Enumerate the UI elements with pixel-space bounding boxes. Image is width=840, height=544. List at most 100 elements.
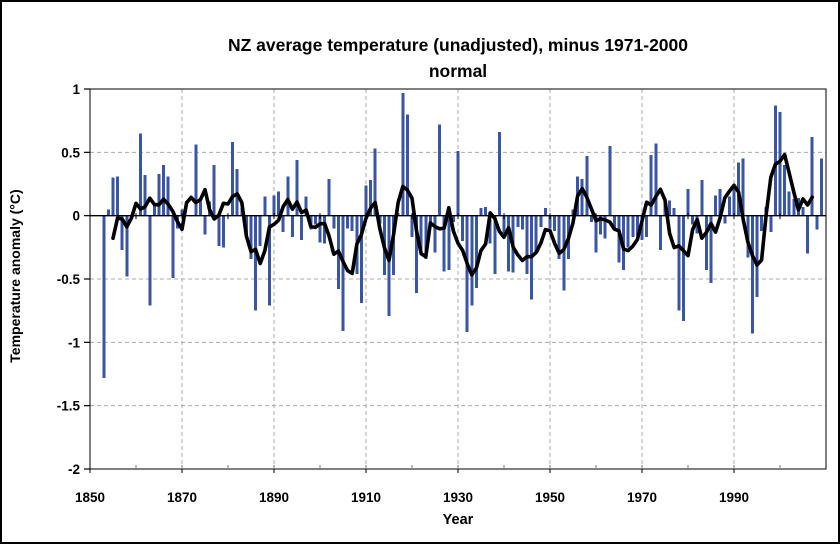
anomaly-bar: [415, 215, 419, 293]
anomaly-bar: [162, 165, 166, 216]
anomaly-bar: [203, 215, 207, 235]
anomaly-bar: [212, 165, 216, 216]
anomaly-bar: [323, 215, 327, 244]
y-tick-label: -0.5: [57, 272, 81, 287]
anomaly-bar: [727, 196, 731, 216]
chart-title-line1: NZ average temperature (unadjusted), min…: [227, 35, 689, 55]
anomaly-bar: [410, 215, 414, 238]
anomaly-bar: [783, 165, 787, 216]
anomaly-bar: [451, 215, 455, 222]
anomaly-bar: [603, 215, 607, 239]
anomaly-bar: [806, 215, 810, 254]
x-axis-ticks: 1850 1870 1890 1910 1930 1950 1970 1990: [75, 469, 749, 505]
anomaly-bar: [313, 215, 317, 225]
anomaly-bar: [691, 215, 695, 225]
anomaly-bar: [120, 215, 124, 250]
anomaly-bar: [819, 158, 823, 216]
anomaly-bar: [359, 215, 363, 304]
anomaly-bar: [419, 215, 423, 254]
anomaly-bar: [668, 200, 672, 216]
x-tick-label: 1850: [75, 490, 105, 505]
y-tick-label: 1: [72, 82, 80, 97]
anomaly-bar: [704, 215, 708, 271]
anomaly-bar: [534, 215, 538, 254]
x-axis-label: Year: [442, 512, 474, 528]
anomaly-bar: [341, 215, 345, 331]
anomaly-bar: [608, 146, 612, 216]
anomaly-bar: [732, 185, 736, 216]
anomaly-bar: [180, 209, 184, 216]
anomaly-bar: [217, 215, 221, 247]
y-tick-label: -1: [68, 335, 80, 350]
anomaly-bar: [456, 151, 460, 216]
anomaly-bar: [686, 189, 690, 216]
anomaly-bar: [267, 215, 271, 306]
anomaly-bar: [369, 180, 373, 216]
smoothed-line: [111, 152, 814, 277]
anomaly-bar: [750, 215, 754, 334]
x-tick-label: 1910: [351, 490, 381, 505]
anomaly-bar: [543, 208, 547, 216]
anomaly-bar: [723, 215, 727, 224]
anomaly-bar: [392, 215, 396, 276]
anomaly-bar: [594, 215, 598, 253]
x-tick-label: 1870: [167, 490, 197, 505]
anomaly-bar: [428, 215, 432, 226]
chart-title: NZ average temperature (unadjusted), min…: [90, 32, 826, 84]
anomaly-bar: [332, 215, 336, 229]
anomaly-bar: [493, 215, 497, 274]
anomaly-bar: [525, 215, 529, 274]
anomaly-bar: [465, 215, 469, 333]
anomaly-bar: [617, 215, 621, 263]
anomaly-bar: [152, 203, 156, 216]
anomaly-bar: [290, 215, 294, 238]
anomaly-bar: [148, 215, 152, 306]
anomaly-bar: [479, 208, 483, 216]
x-tick-label: 1890: [259, 490, 289, 505]
anomaly-bar: [295, 159, 299, 216]
anomaly-bar: [626, 215, 630, 248]
anomaly-bar: [709, 215, 713, 283]
anomaly-bar: [672, 208, 676, 216]
anomaly-bar: [773, 105, 777, 216]
anomaly-bar: [760, 215, 764, 231]
anomaly-bar: [562, 215, 566, 291]
anomaly-bar: [263, 196, 267, 216]
anomaly-bar: [755, 215, 759, 297]
x-tick-label: 1990: [719, 490, 749, 505]
anomaly-bar: [139, 133, 143, 216]
y-tick-label: 0: [72, 209, 80, 224]
anomaly-bar: [438, 124, 442, 216]
anomaly-bar: [658, 215, 662, 250]
anomaly-bar: [166, 176, 170, 216]
anomaly-bar: [111, 177, 115, 216]
anomaly-bar: [520, 215, 524, 230]
anomaly-bar: [810, 137, 814, 216]
anomaly-bar: [815, 215, 819, 230]
anomaly-bar: [589, 215, 593, 222]
anomaly-bar: [769, 215, 773, 233]
anomaly-bar: [157, 173, 161, 216]
anomaly-bar: [387, 215, 391, 316]
anomaly-bar: [801, 206, 805, 216]
anomaly-bar: [350, 215, 354, 231]
anomaly-bar: [681, 215, 685, 321]
anomaly-bar: [470, 215, 474, 306]
anomaly-bar: [249, 215, 253, 259]
anomaly-bar: [194, 144, 198, 216]
anomaly-bar: [612, 215, 616, 229]
anomaly-bar: [700, 180, 704, 216]
anomaly-bar: [125, 215, 129, 277]
anomaly-bar: [433, 215, 437, 253]
anomaly-bar: [102, 215, 106, 378]
anomaly-bar: [231, 142, 235, 216]
anomaly-bar: [599, 215, 603, 235]
anomaly-bar: [488, 215, 492, 244]
y-tick-label: -2: [68, 462, 80, 477]
chart-title-line2: normal: [428, 61, 488, 81]
anomaly-bar: [327, 178, 331, 216]
anomaly-bar: [116, 176, 120, 216]
anomaly-bar: [649, 154, 653, 216]
